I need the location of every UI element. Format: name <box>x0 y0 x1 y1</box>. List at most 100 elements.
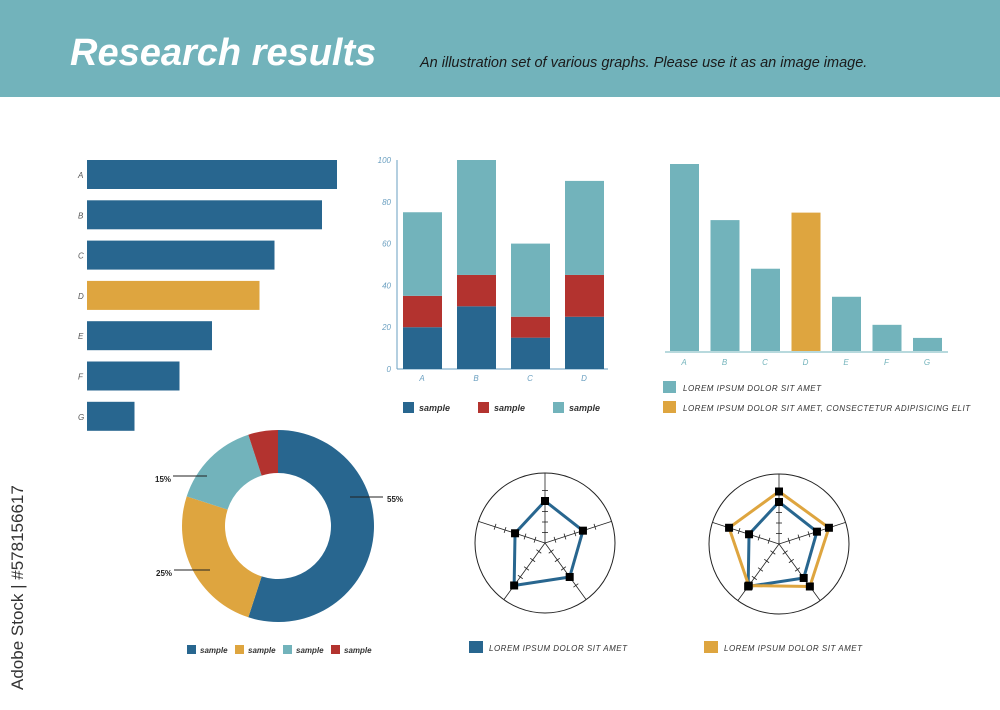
radar-series <box>746 499 819 589</box>
slice-label: 25% <box>156 569 172 578</box>
x-tick: A <box>418 374 424 383</box>
hbar <box>87 401 135 431</box>
legend-label: LOREM IPSUM DOLOR SIT AMET <box>489 644 628 653</box>
legend-label: sample <box>296 646 324 655</box>
x-tick: B <box>473 374 479 383</box>
legend-label: sample <box>200 646 228 655</box>
radar-axis <box>778 521 846 545</box>
legend-swatch <box>283 645 292 654</box>
header-banner <box>0 0 1000 97</box>
vbar <box>832 296 861 351</box>
stacked-bar-segment <box>511 316 550 338</box>
radar-point <box>510 581 519 590</box>
page-title: Research results <box>70 32 377 74</box>
legend-label: sample <box>419 403 450 413</box>
stacked-bar-segment <box>403 327 442 369</box>
radar-tick <box>797 534 801 541</box>
x-tick: G <box>924 358 930 367</box>
vbar <box>751 268 780 351</box>
radar-point <box>541 497 549 505</box>
legend-label: sample <box>569 403 600 413</box>
legend-swatch <box>553 402 564 413</box>
radar-point <box>824 523 833 532</box>
legend-swatch <box>469 641 483 653</box>
x-tick: B <box>722 358 728 367</box>
radar-point <box>578 526 587 535</box>
hbar-label: C <box>78 252 84 261</box>
stacked-bar-segment <box>565 180 604 275</box>
stacked-bar-segment <box>403 212 442 296</box>
radar-tick <box>533 536 537 543</box>
radar-tick <box>757 534 761 541</box>
radar-tick <box>770 550 776 555</box>
stacked-bar-segment <box>457 306 496 369</box>
slice-label: 55% <box>387 495 403 504</box>
legend-swatch <box>187 645 196 654</box>
slice-label: 15% <box>155 475 171 484</box>
vbar <box>670 164 699 351</box>
radar-point <box>565 572 574 581</box>
radar-tick <box>807 531 811 538</box>
radar-tick <box>788 558 795 564</box>
legend-swatch <box>403 402 414 413</box>
radar-tick <box>757 567 764 572</box>
radar-point <box>812 527 821 536</box>
radar-tick <box>553 536 557 543</box>
radar-tick <box>782 550 788 555</box>
donut-slice <box>248 430 278 476</box>
vbar <box>913 337 942 351</box>
radar-tick <box>787 537 791 544</box>
y-tick: 0 <box>387 365 392 374</box>
y-tick: 100 <box>378 156 392 165</box>
x-tick: D <box>803 358 809 367</box>
radar-tick <box>763 558 770 564</box>
legend-label: sample <box>344 646 372 655</box>
hbar <box>87 361 180 391</box>
legend-label: sample <box>494 403 525 413</box>
radar-point <box>511 529 520 538</box>
hbar <box>87 200 322 230</box>
hbar <box>87 321 212 351</box>
radar-tick <box>593 523 597 530</box>
x-tick: C <box>762 358 768 367</box>
donut-slice <box>182 496 262 618</box>
radar-tick <box>493 523 497 530</box>
radar-tick <box>523 566 530 571</box>
radar-point <box>744 581 753 590</box>
hbar <box>87 160 337 189</box>
stacked-bar-segment <box>565 274 604 317</box>
vbar <box>791 212 821 351</box>
y-tick: 60 <box>382 240 391 249</box>
y-tick: 20 <box>381 323 391 332</box>
page-subtitle: An illustration set of various graphs. P… <box>420 55 868 71</box>
radar-tick <box>563 533 567 540</box>
radar-tick <box>554 557 561 563</box>
stacked-bar-segment <box>511 243 550 317</box>
hbar-label: B <box>78 211 84 220</box>
radar-point <box>775 487 783 496</box>
radar-point <box>725 523 734 532</box>
radar-tick <box>523 533 527 540</box>
x-tick: D <box>581 374 587 383</box>
legend-label: sample <box>248 646 276 655</box>
legend-label: LOREM IPSUM DOLOR SIT AMET <box>724 644 863 653</box>
donut-slice <box>248 430 375 622</box>
donut-slice <box>186 434 262 510</box>
x-tick: A <box>680 358 686 367</box>
radar-axis <box>503 542 546 600</box>
radar-axis <box>778 543 821 601</box>
x-tick: E <box>843 358 849 367</box>
radar-tick <box>529 557 536 563</box>
radar-tick <box>560 566 567 571</box>
radar-point <box>799 573 808 582</box>
radar-tick <box>751 575 757 581</box>
vbar <box>710 220 740 351</box>
radar-series <box>512 498 585 588</box>
y-tick: 80 <box>382 198 391 207</box>
legend-swatch <box>478 402 489 413</box>
hbar <box>87 280 260 310</box>
legend-label: LOREM IPSUM DOLOR SIT AMET <box>683 384 822 393</box>
radar-tick <box>517 574 523 580</box>
radar-tick <box>573 530 577 537</box>
